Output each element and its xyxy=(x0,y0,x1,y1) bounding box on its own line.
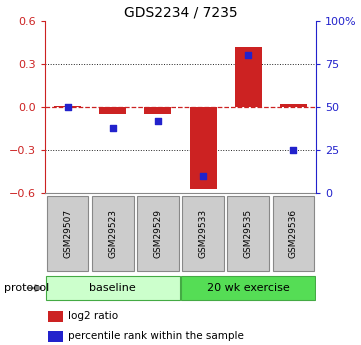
Point xyxy=(290,147,296,153)
FancyBboxPatch shape xyxy=(182,276,315,300)
FancyBboxPatch shape xyxy=(273,197,314,271)
Text: log2 ratio: log2 ratio xyxy=(68,312,118,322)
Bar xyxy=(144,107,171,114)
FancyBboxPatch shape xyxy=(137,197,179,271)
FancyBboxPatch shape xyxy=(47,197,88,271)
Point xyxy=(110,125,116,130)
Point xyxy=(245,52,251,58)
Text: percentile rank within the sample: percentile rank within the sample xyxy=(68,331,244,341)
Bar xyxy=(235,47,262,107)
FancyBboxPatch shape xyxy=(92,197,134,271)
Point xyxy=(65,104,71,110)
Text: protocol: protocol xyxy=(4,283,49,293)
FancyBboxPatch shape xyxy=(182,197,224,271)
Text: GSM29523: GSM29523 xyxy=(108,209,117,258)
Text: GSM29535: GSM29535 xyxy=(244,209,253,258)
Text: 20 wk exercise: 20 wk exercise xyxy=(207,283,290,293)
Text: GSM29529: GSM29529 xyxy=(153,209,162,258)
Text: GSM29507: GSM29507 xyxy=(63,209,72,258)
Point xyxy=(155,118,161,124)
Text: baseline: baseline xyxy=(90,283,136,293)
Bar xyxy=(54,106,81,107)
Bar xyxy=(280,104,307,107)
Text: GSM29536: GSM29536 xyxy=(289,209,298,258)
Title: GDS2234 / 7235: GDS2234 / 7235 xyxy=(124,6,237,20)
FancyBboxPatch shape xyxy=(227,197,269,271)
Bar xyxy=(99,107,126,114)
Bar xyxy=(48,311,63,322)
Bar xyxy=(190,107,217,189)
Bar xyxy=(48,331,63,342)
FancyBboxPatch shape xyxy=(46,276,180,300)
Point xyxy=(200,173,206,179)
Text: GSM29533: GSM29533 xyxy=(199,209,208,258)
